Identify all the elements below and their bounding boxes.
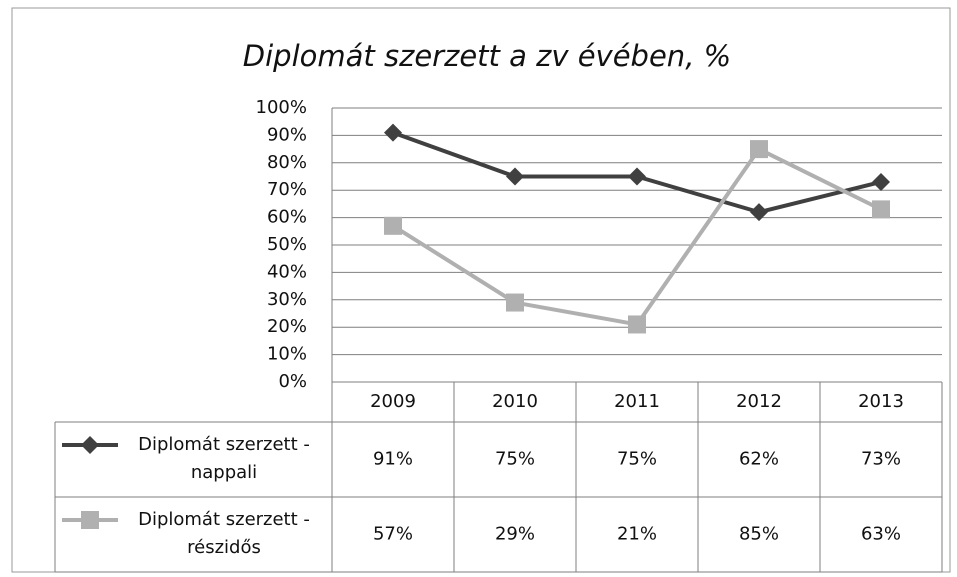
marker <box>750 203 768 222</box>
y-tick-label: 100% <box>256 97 307 118</box>
x-tick-label: 2012 <box>736 391 782 412</box>
table-value: 57% <box>373 524 413 545</box>
legend-entry: Diplomát szerzett - részidős <box>138 509 310 558</box>
y-tick-label: 30% <box>267 289 307 310</box>
marker <box>628 315 646 334</box>
marker <box>506 293 524 312</box>
marker <box>872 200 890 219</box>
y-tick-label: 20% <box>267 316 307 337</box>
marker <box>872 172 890 191</box>
legend-entry: Diplomát szerzett - nappali <box>138 434 310 483</box>
x-tick-label: 2010 <box>492 391 538 412</box>
table-value: 21% <box>617 524 657 545</box>
y-tick-label: 60% <box>267 207 307 228</box>
x-tick-label: 2011 <box>614 391 660 412</box>
chart-title: Diplomát szerzett a zv évében, % <box>243 39 731 73</box>
table-value: 75% <box>617 449 657 470</box>
x-tick-label: 2013 <box>858 391 904 412</box>
table-value: 63% <box>861 524 901 545</box>
table-value: 62% <box>739 449 779 470</box>
table-value: 75% <box>495 449 535 470</box>
marker <box>628 167 646 186</box>
marker <box>506 167 524 186</box>
table-value: 91% <box>373 449 413 470</box>
x-tick-label: 2009 <box>370 391 416 412</box>
marker <box>384 216 402 235</box>
y-tick-label: 10% <box>267 344 307 365</box>
table-value: 29% <box>495 524 535 545</box>
table-value: 85% <box>739 524 779 545</box>
marker <box>384 123 402 142</box>
y-tick-label: 90% <box>267 124 307 145</box>
marker <box>81 511 99 529</box>
chart-border <box>11 7 951 573</box>
y-tick-label: 80% <box>267 152 307 173</box>
table-value: 73% <box>861 449 901 470</box>
y-tick-label: 50% <box>267 234 307 255</box>
marker <box>750 140 768 159</box>
y-tick-label: 0% <box>278 371 307 392</box>
y-tick-label: 70% <box>267 179 307 200</box>
y-tick-label: 40% <box>267 261 307 282</box>
marker <box>81 436 99 454</box>
